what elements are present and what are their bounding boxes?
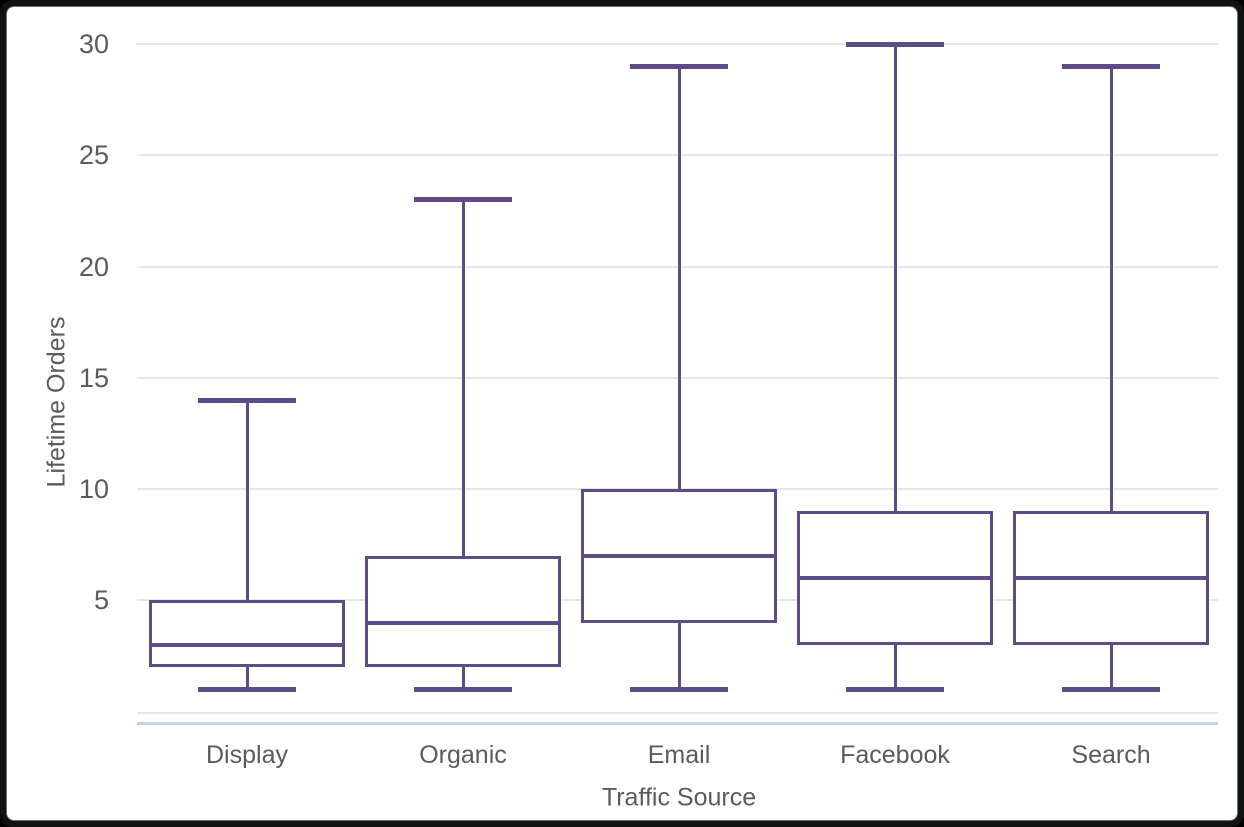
box[interactable]	[149, 600, 345, 667]
whisker-cap-max	[630, 63, 728, 69]
whisker-cap-min	[414, 686, 512, 692]
x-category-label: Facebook	[840, 741, 950, 769]
y-axis-title: Lifetime Orders	[42, 316, 71, 488]
y-tick-label: 25	[78, 140, 109, 171]
whisker-lower-stem	[893, 644, 897, 690]
y-tick-label: 5	[93, 585, 109, 616]
whisker-cap-max	[198, 397, 296, 403]
whisker-upper-stem	[245, 400, 249, 601]
plot-bottom-border	[137, 712, 1218, 714]
whisker-cap-max	[846, 41, 944, 47]
x-axis-title: Traffic Source	[601, 783, 757, 812]
whisker-lower-stem	[1109, 644, 1113, 690]
whisker-upper-stem	[677, 66, 681, 489]
x-category-label: Email	[647, 741, 711, 769]
whisker-upper-stem	[893, 44, 897, 512]
whisker-lower-stem	[677, 622, 681, 690]
x-category-label: Organic	[419, 741, 507, 769]
median-line	[797, 576, 993, 580]
box[interactable]	[365, 555, 561, 667]
median-line	[149, 642, 345, 647]
x-category-label: Search	[1071, 741, 1151, 769]
whisker-cap-min	[1062, 686, 1160, 692]
median-line	[365, 620, 561, 625]
gridline	[137, 43, 1218, 45]
x-axis-line	[137, 722, 1218, 725]
y-tick-label: 20	[78, 251, 109, 282]
y-tick-label: 10	[78, 474, 109, 504]
y-tick-label: 30	[78, 29, 109, 59]
median-line	[581, 553, 777, 558]
chart-panel: Lifetime Orders Traffic Source 5 10 15 20 25…	[7, 7, 1237, 820]
median-line	[1013, 576, 1209, 580]
whisker-cap-min	[630, 686, 728, 692]
whisker-cap-min	[198, 686, 296, 692]
whisker-cap-max	[1062, 63, 1160, 69]
whisker-lower-stem	[461, 667, 465, 690]
whisker-upper-stem	[461, 199, 465, 556]
boxplot-chart: Lifetime Orders Traffic Source 5 10 15 20 25…	[7, 7, 1237, 820]
whisker-cap-max	[414, 197, 512, 203]
x-category-label: Display	[206, 741, 288, 769]
whisker-upper-stem	[1109, 66, 1113, 512]
whisker-cap-min	[846, 686, 944, 692]
whisker-lower-stem	[245, 667, 249, 690]
y-tick-label: 15	[78, 362, 109, 393]
